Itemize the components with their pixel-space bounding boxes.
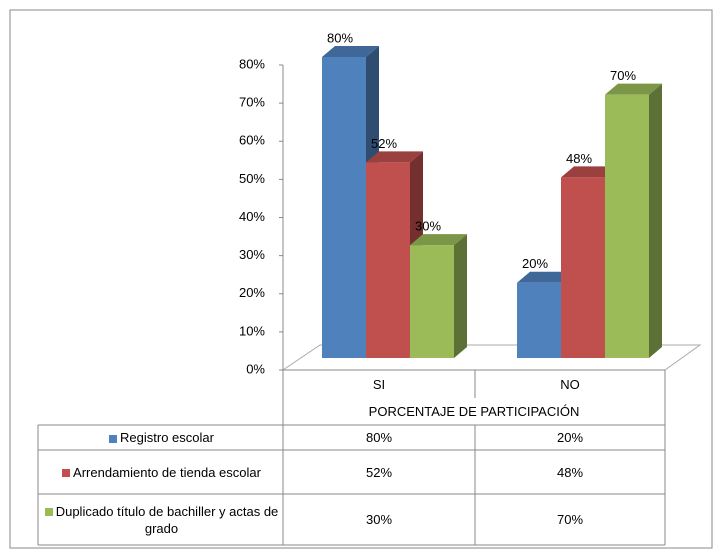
- table-value: 52%: [365, 464, 393, 480]
- data-label: 30%: [415, 219, 441, 234]
- y-tick-label: 60%: [239, 133, 265, 148]
- bar: [366, 162, 410, 358]
- data-label: 20%: [522, 256, 548, 271]
- chart-border: [9, 9, 713, 549]
- table-value: 70%: [556, 512, 584, 527]
- bar-top: [605, 83, 662, 95]
- y-tick-label: 20%: [239, 285, 265, 300]
- bar: [322, 57, 366, 358]
- legend-key: [109, 434, 118, 443]
- legend-key: [62, 469, 71, 478]
- legend-entry: Registro escolar: [40, 425, 283, 450]
- y-tick-label: 10%: [239, 323, 265, 338]
- table-value: 30%: [365, 512, 393, 527]
- x-tick-label: SI: [372, 376, 386, 392]
- bar-side: [649, 83, 662, 358]
- legend-label: Registro escolar: [120, 430, 214, 445]
- x-axis-title: PORCENTAJE DE PARTICIPACIÓN: [368, 404, 580, 419]
- legend-text: Registro escolar: [109, 429, 214, 446]
- data-label: 48%: [566, 151, 592, 166]
- bar-top: [366, 151, 423, 163]
- x-tick-label: NO: [560, 376, 580, 392]
- bar-top: [517, 271, 574, 283]
- legend-text: Arrendamiento de tienda escolar: [62, 464, 261, 481]
- data-label: 80%: [327, 30, 353, 45]
- y-tick-label: 70%: [239, 95, 265, 110]
- y-tick-label: 0%: [246, 361, 265, 376]
- bar-top: [561, 166, 618, 178]
- data-label: 70%: [610, 68, 636, 83]
- bar-top: [410, 234, 467, 246]
- bar: [517, 282, 561, 358]
- bar-top: [322, 46, 379, 57]
- bar-side: [454, 234, 467, 358]
- y-tick-label: 30%: [239, 247, 265, 262]
- legend-text: Duplicado título de bachiller y actas de…: [44, 503, 279, 537]
- table-value: 48%: [556, 464, 584, 480]
- legend-key: [44, 508, 53, 517]
- table-value: 80%: [365, 430, 393, 445]
- bar: [561, 177, 605, 358]
- legend-entry: Arrendamiento de tienda escolar: [40, 450, 283, 494]
- bar: [410, 245, 454, 358]
- y-tick-label: 80%: [239, 56, 265, 71]
- legend-entry: Duplicado título de bachiller y actas de…: [40, 494, 283, 545]
- legend-label: Arrendamiento de tienda escolar: [73, 464, 261, 480]
- legend-label: Duplicado título de bachiller y actas de…: [55, 503, 279, 536]
- data-label: 52%: [371, 136, 397, 151]
- table-value: 20%: [556, 430, 584, 445]
- y-tick-label: 50%: [239, 171, 265, 186]
- y-tick-label: 40%: [239, 209, 265, 224]
- bar: [605, 94, 649, 358]
